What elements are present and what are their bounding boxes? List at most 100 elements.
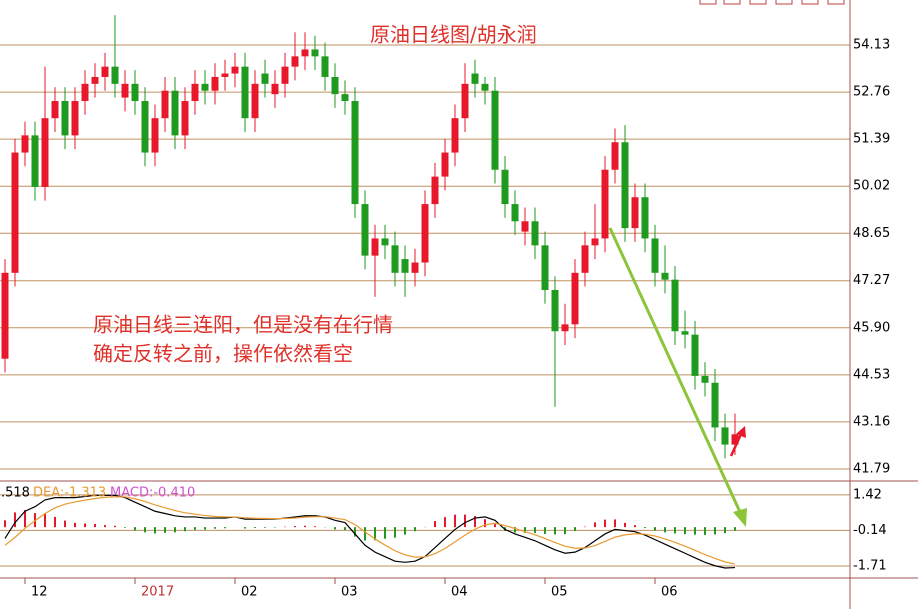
candle-body [431,176,439,205]
candle-body [81,83,89,102]
candle-body [51,101,59,119]
candle-body [141,101,149,153]
candle-body [411,262,419,273]
candle-body [601,169,609,239]
candle-body [21,135,29,153]
candle-body [441,152,449,177]
y-tick-label: 45.90 [853,320,890,335]
candle-body [401,259,409,273]
x-tick-label: 03 [341,585,358,600]
tool-icon[interactable] [749,0,767,5]
y-tick-label: 44.53 [853,367,890,382]
candle-body [641,197,649,239]
marks-layer [1,15,739,569]
tool-icon[interactable] [801,0,819,5]
candle-body [721,427,729,445]
candle-body [481,83,489,91]
candle-body [161,90,169,119]
tool-icon[interactable] [775,0,793,5]
candle-body [91,76,99,84]
candle-body [351,101,359,205]
candle-body [671,279,679,332]
trend-arrow [608,227,747,527]
rebound-arrow [729,426,746,457]
y-tick-label: 54.13 [853,38,890,53]
y-tick-label: 51.39 [853,132,890,147]
y-tick-label: -0.14 [853,523,887,538]
candle-body [491,90,499,170]
candle-body [731,434,739,445]
x-tick-label: 06 [661,585,678,600]
y-tick-label: 1.42 [853,487,882,502]
candle-body [511,204,519,222]
candle-body [531,221,539,246]
candle-body [151,118,159,153]
candle-body [421,204,429,263]
candle-body [361,204,369,256]
candle-body [501,169,509,205]
tool-icon[interactable] [699,0,717,5]
candle-body [521,221,529,232]
candle-body [651,238,659,273]
candle-body [621,142,629,229]
legend-entry: .518 [1,486,30,501]
legend-entry: MACD:-0.410 [110,486,195,501]
tool-icon[interactable] [723,0,741,5]
candle-body [371,238,379,256]
candle-body [31,135,39,187]
candle-body [391,245,399,273]
y-tick-label: 52.76 [853,85,890,100]
candle-body [11,152,19,273]
candle-body [631,197,639,229]
legend-entry: DEA:-1.313 [33,486,106,501]
macd-line [4,494,736,569]
candle-body [711,382,719,428]
y-tick-label: 47.27 [853,273,890,288]
candle-body [241,66,249,119]
y-tick-label: -1.71 [853,558,887,573]
candle-body [201,83,209,91]
y-tick-label: 48.65 [853,226,890,241]
toolbar [699,0,845,5]
candle-body [451,118,459,153]
candle-body [301,49,309,57]
candle-body [41,118,49,187]
x-tick-label: 04 [451,585,468,600]
candle-body [181,101,189,136]
candle-body [311,49,319,57]
candle-body [381,238,389,246]
candle-body [591,238,599,246]
candle-body [271,83,279,95]
candle-body [561,324,569,332]
y-tick-label: 41.79 [853,462,890,477]
candle-body [551,289,559,332]
chart-title: 原油日线图/胡永润 [370,23,537,47]
candle-body [111,66,119,84]
candle-body [171,90,179,136]
tool-icon[interactable] [827,0,845,5]
macd-line [4,496,736,565]
candle-body [691,334,699,376]
candle-body [191,83,199,102]
annotation: 原油日线三连阳，但是没有在行情 [93,313,393,337]
y-tick-label: 43.16 [853,414,890,429]
y-tick-label: 50.02 [853,179,890,194]
candle-body [211,76,219,91]
candle-body [1,272,9,359]
x-tick-label: 02 [241,585,258,600]
candle-body [321,56,329,77]
candle-body [101,66,109,77]
candle-body [461,83,469,119]
candle-body [471,73,479,84]
candle-body [131,83,139,102]
candle-body [121,83,129,98]
candle-body [291,56,299,67]
annotation: 确定反转之前，操作依然看空 [93,342,353,366]
candle-body [281,66,289,84]
candle-body [261,73,269,84]
x-tick-label: 12 [31,585,48,600]
candle-body [581,245,589,273]
candle-body [251,83,259,119]
